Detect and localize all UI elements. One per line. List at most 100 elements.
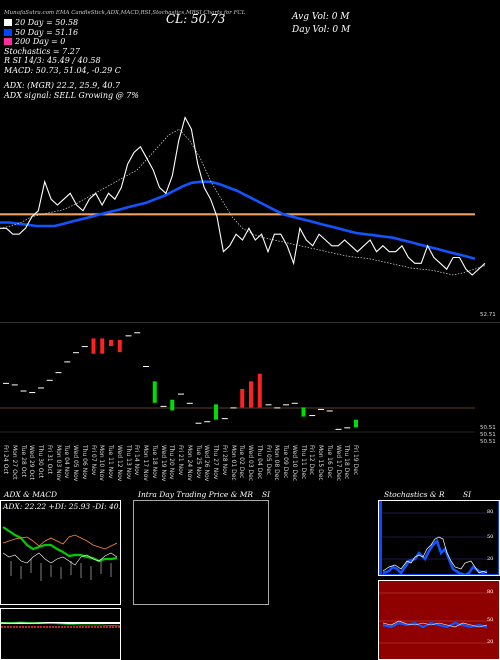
price-axis-label: 52.71 bbox=[480, 312, 496, 318]
candle-price-label-1: 50.51 bbox=[480, 425, 496, 431]
legend-20day: 20 Day = 50.58 bbox=[4, 18, 139, 28]
candle-27 bbox=[240, 389, 245, 408]
avg-vol: Avg Vol: 0 M bbox=[292, 12, 350, 22]
candle-price-label-3: 50.51 bbox=[480, 439, 496, 445]
chart-divider bbox=[0, 322, 500, 323]
date-label-19: Thu 20 Nov bbox=[168, 445, 176, 480]
date-label-7: Tue 04 Nov bbox=[63, 445, 71, 479]
adx-signal: ADX signal: SELL Growing @ 7% bbox=[4, 90, 139, 100]
date-label-37: Tue 16 Dec bbox=[325, 445, 333, 479]
header-top-line: MunafaSutra.com EMA CandleStick,ADX,MACD… bbox=[4, 10, 246, 16]
date-label-20: Fri 21 Nov bbox=[177, 445, 184, 476]
stochastics-panel: 80 50 20 bbox=[378, 500, 500, 576]
price-line bbox=[0, 116, 486, 276]
date-label-6: Mon 03 Nov bbox=[54, 445, 62, 481]
mrsi-axis-80: 80 bbox=[487, 589, 494, 595]
candle-35 bbox=[309, 415, 316, 417]
date-label-11: Mon 10 Nov bbox=[98, 445, 106, 481]
date-label-16: Mon 17 Nov bbox=[142, 445, 149, 481]
date-label-23: Wed 26 Nov bbox=[203, 445, 211, 482]
date-label-35: Fri 12 Dec bbox=[308, 445, 316, 476]
stochastics-value: Stochastics = 7.27 bbox=[4, 46, 80, 56]
date-label-4: Thu 30 Oct bbox=[37, 445, 44, 479]
stoch-axis-20: 20 bbox=[487, 556, 494, 562]
adx-panel-title: ADX & MACD bbox=[4, 490, 58, 499]
macd-panel bbox=[0, 608, 121, 660]
candle-10 bbox=[91, 338, 96, 354]
stoch-axis-80: 80 bbox=[487, 509, 494, 515]
intraday-panel-title: Intra Day Trading Price & MR bbox=[138, 490, 254, 499]
candle-29 bbox=[257, 373, 262, 408]
stochastics-lines bbox=[379, 501, 499, 575]
candle-chart bbox=[0, 332, 475, 433]
candle-18 bbox=[160, 405, 167, 407]
candle-23 bbox=[204, 421, 211, 423]
candle-21 bbox=[186, 402, 193, 404]
close-label: CL: 50.73 bbox=[166, 12, 226, 26]
date-label-22: Tue 25 Nov bbox=[194, 445, 202, 479]
date-label-9: Thu 06 Nov bbox=[80, 445, 88, 480]
rsi-value: R SI 14/3: 45.49 / 40.58 bbox=[4, 56, 101, 65]
date-label-32: Tue 09 Dec bbox=[282, 445, 289, 479]
candle-14 bbox=[125, 335, 132, 337]
legend-50day: 50 Day = 51.16 bbox=[4, 28, 139, 38]
date-label-26: Mon 01 Dec bbox=[229, 445, 237, 481]
candle-4 bbox=[38, 387, 44, 389]
candle-7 bbox=[64, 361, 71, 363]
candle-26 bbox=[230, 407, 237, 409]
day-vol: Day Vol: 0 M bbox=[292, 25, 351, 35]
date-label-2: Tue 28 Oct bbox=[19, 445, 27, 478]
date-label-33: Wed 10 Dec bbox=[290, 445, 298, 482]
date-label-12: Tue 11 Nov bbox=[107, 445, 114, 479]
candle-2 bbox=[20, 390, 27, 392]
intraday-si-label: SI bbox=[262, 490, 271, 499]
legend-50day-swatch bbox=[4, 28, 12, 36]
price-chart bbox=[0, 116, 486, 276]
date-label-8: Wed 05 Nov bbox=[72, 445, 79, 482]
candle-34 bbox=[301, 407, 306, 417]
adx-panel: ADX: 22.22 +DI: 25.93 -DI: 40.74 bbox=[0, 500, 121, 605]
candle-9 bbox=[81, 346, 88, 348]
candle-20 bbox=[178, 393, 184, 395]
stoch-si-label: SI bbox=[463, 490, 472, 499]
macd-lines bbox=[1, 621, 120, 628]
candle-22 bbox=[195, 422, 202, 424]
candle-31 bbox=[274, 407, 281, 409]
candle-8 bbox=[73, 352, 79, 354]
mrsi-axis-20: 20 bbox=[487, 639, 494, 645]
candle-40 bbox=[354, 419, 358, 428]
date-label-10: Fri 07 Nov bbox=[89, 445, 97, 476]
ema-legend: 20 Day = 50.58 50 Day = 51.16 200 Day = … bbox=[4, 18, 139, 100]
date-label-3: Wed 29 Oct bbox=[28, 445, 36, 480]
date-label-14: Thu 13 Nov bbox=[124, 445, 132, 480]
adx-values: ADX: 22.22 +DI: 25.93 -DI: 40.74 bbox=[3, 502, 121, 511]
ema-dotted-line bbox=[0, 128, 486, 276]
adx-value: ADX: (MGR) 22.2, 25.9, 40.7 bbox=[4, 81, 121, 90]
ema-50-line bbox=[0, 180, 476, 260]
candle-28 bbox=[249, 381, 253, 408]
candle-price-label-2: 50.51 bbox=[480, 432, 496, 438]
candle-16 bbox=[143, 366, 149, 367]
candle-1 bbox=[11, 384, 18, 386]
date-label-30: Fri 05 Dec bbox=[264, 445, 272, 476]
date-label-13: Wed 12 Nov bbox=[115, 445, 123, 482]
date-label-28: Wed 03 Dec bbox=[247, 445, 254, 482]
intraday-panel bbox=[133, 500, 269, 605]
date-label-17: Tue 18 Nov bbox=[150, 445, 158, 479]
date-label-5: Fri 31 Oct bbox=[45, 445, 53, 474]
candle-0 bbox=[3, 382, 9, 384]
candle-3 bbox=[29, 392, 36, 394]
mrsi-axis-50: 50 bbox=[487, 617, 494, 623]
date-label-39: Thu 18 Dec bbox=[343, 445, 351, 480]
candle-32 bbox=[283, 404, 289, 406]
candle-12 bbox=[109, 339, 113, 347]
candle-39 bbox=[344, 427, 351, 429]
candle-11 bbox=[100, 338, 105, 354]
date-label-38: Wed 17 Dec bbox=[334, 445, 342, 482]
candle-5 bbox=[46, 379, 53, 381]
legend-200day: 200 Day = 0 bbox=[4, 37, 139, 47]
date-label-1: Mon 27 Oct bbox=[10, 445, 18, 480]
date-label-18: Wed 19 Nov bbox=[159, 445, 167, 482]
candle-17 bbox=[152, 381, 157, 403]
candle-19 bbox=[170, 399, 175, 411]
